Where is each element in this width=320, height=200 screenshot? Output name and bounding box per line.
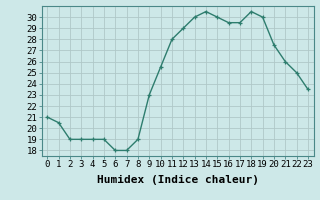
X-axis label: Humidex (Indice chaleur): Humidex (Indice chaleur) xyxy=(97,175,259,185)
